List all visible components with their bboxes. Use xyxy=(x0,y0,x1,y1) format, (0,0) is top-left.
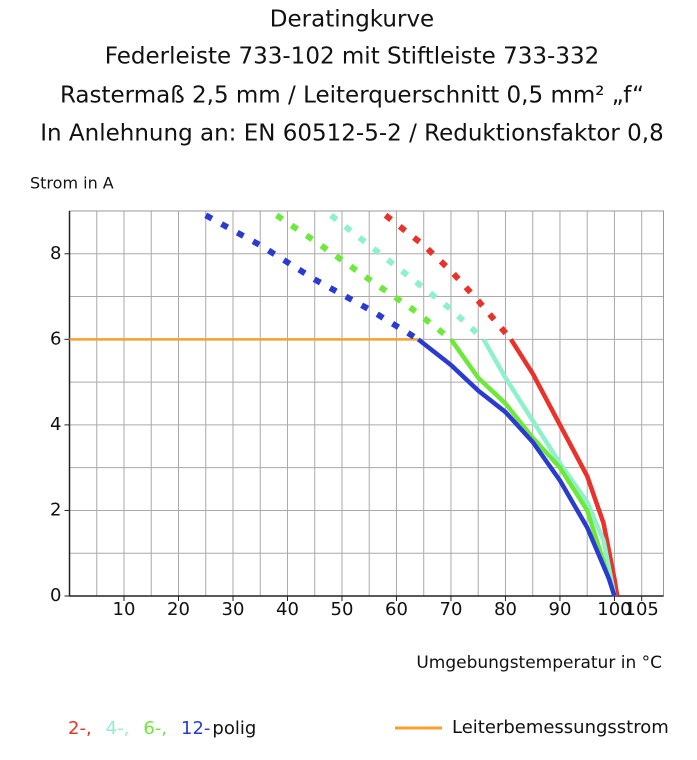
chart-title: In Anlehnung an: EN 60512-5-2 / Reduktio… xyxy=(40,121,664,147)
legend-label: 4-, xyxy=(106,718,130,739)
x-tick-label: 105 xyxy=(625,599,659,620)
dashed-line xyxy=(329,212,486,342)
y-tick-label: 2 xyxy=(50,499,61,520)
legend-label: 2-, xyxy=(68,718,92,739)
x-tick-label: 90 xyxy=(549,599,572,620)
legend-label: 12- xyxy=(181,718,210,739)
x-tick-label: 30 xyxy=(222,599,245,620)
chart-title: Federleiste 733-102 mit Stiftleiste 733-… xyxy=(105,44,599,70)
x-axis-label: Umgebungstemperatur in °C xyxy=(416,653,662,673)
chart-title: Rastermaß 2,5 mm / Leiterquerschnitt 0,5… xyxy=(60,83,644,109)
legend-label: Leiterbemessungsstrom xyxy=(452,717,669,738)
legend-label: polig xyxy=(212,718,256,739)
x-tick-label: 20 xyxy=(167,599,190,620)
dashed-line xyxy=(383,212,514,342)
y-axis-label: Strom in A xyxy=(30,174,114,193)
y-tick-label: 0 xyxy=(50,585,61,606)
y-tick-label: 4 xyxy=(50,414,61,435)
y-tick-label: 8 xyxy=(50,243,61,264)
series-line xyxy=(509,338,620,597)
x-tick-label: 100 xyxy=(597,599,631,620)
x-tick-label: 40 xyxy=(276,599,299,620)
legend-label: 6-, xyxy=(143,718,167,739)
x-tick-label: 50 xyxy=(331,599,354,620)
series-line xyxy=(449,338,617,597)
series-line xyxy=(416,337,617,597)
x-tick-label: 60 xyxy=(385,599,408,620)
x-tick-label: 10 xyxy=(113,599,136,620)
chart-title: Deratingkurve xyxy=(270,7,434,33)
series-line xyxy=(481,338,617,597)
x-tick-label: 80 xyxy=(494,599,517,620)
y-tick-label: 6 xyxy=(50,328,61,349)
plot-frame xyxy=(69,210,664,597)
dashed-line xyxy=(274,212,453,342)
x-tick-label: 70 xyxy=(440,599,463,620)
dashed-line xyxy=(204,212,420,342)
